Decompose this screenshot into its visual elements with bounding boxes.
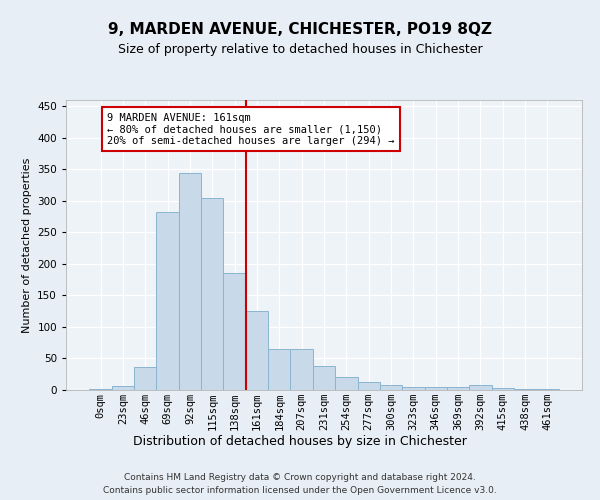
Bar — [514, 388, 536, 390]
Bar — [313, 366, 335, 390]
Bar — [380, 385, 402, 390]
Text: 9, MARDEN AVENUE, CHICHESTER, PO19 8QZ: 9, MARDEN AVENUE, CHICHESTER, PO19 8QZ — [108, 22, 492, 38]
Bar — [179, 172, 201, 390]
Bar — [491, 388, 514, 390]
Text: Distribution of detached houses by size in Chichester: Distribution of detached houses by size … — [133, 435, 467, 448]
Bar — [112, 386, 134, 390]
Y-axis label: Number of detached properties: Number of detached properties — [22, 158, 32, 332]
Bar — [134, 366, 157, 390]
Text: Contains HM Land Registry data © Crown copyright and database right 2024.: Contains HM Land Registry data © Crown c… — [124, 472, 476, 482]
Text: 9 MARDEN AVENUE: 161sqm
← 80% of detached houses are smaller (1,150)
20% of semi: 9 MARDEN AVENUE: 161sqm ← 80% of detache… — [107, 112, 395, 146]
Bar — [290, 349, 313, 390]
Text: Contains public sector information licensed under the Open Government Licence v3: Contains public sector information licen… — [103, 486, 497, 495]
Bar — [246, 311, 268, 390]
Bar — [358, 382, 380, 390]
Bar — [402, 387, 425, 390]
Bar — [223, 274, 246, 390]
Bar — [425, 388, 447, 390]
Bar — [268, 349, 290, 390]
Bar — [157, 212, 179, 390]
Bar — [201, 198, 223, 390]
Bar — [469, 385, 491, 390]
Text: Size of property relative to detached houses in Chichester: Size of property relative to detached ho… — [118, 42, 482, 56]
Bar — [447, 388, 469, 390]
Bar — [335, 378, 358, 390]
Bar — [89, 388, 112, 390]
